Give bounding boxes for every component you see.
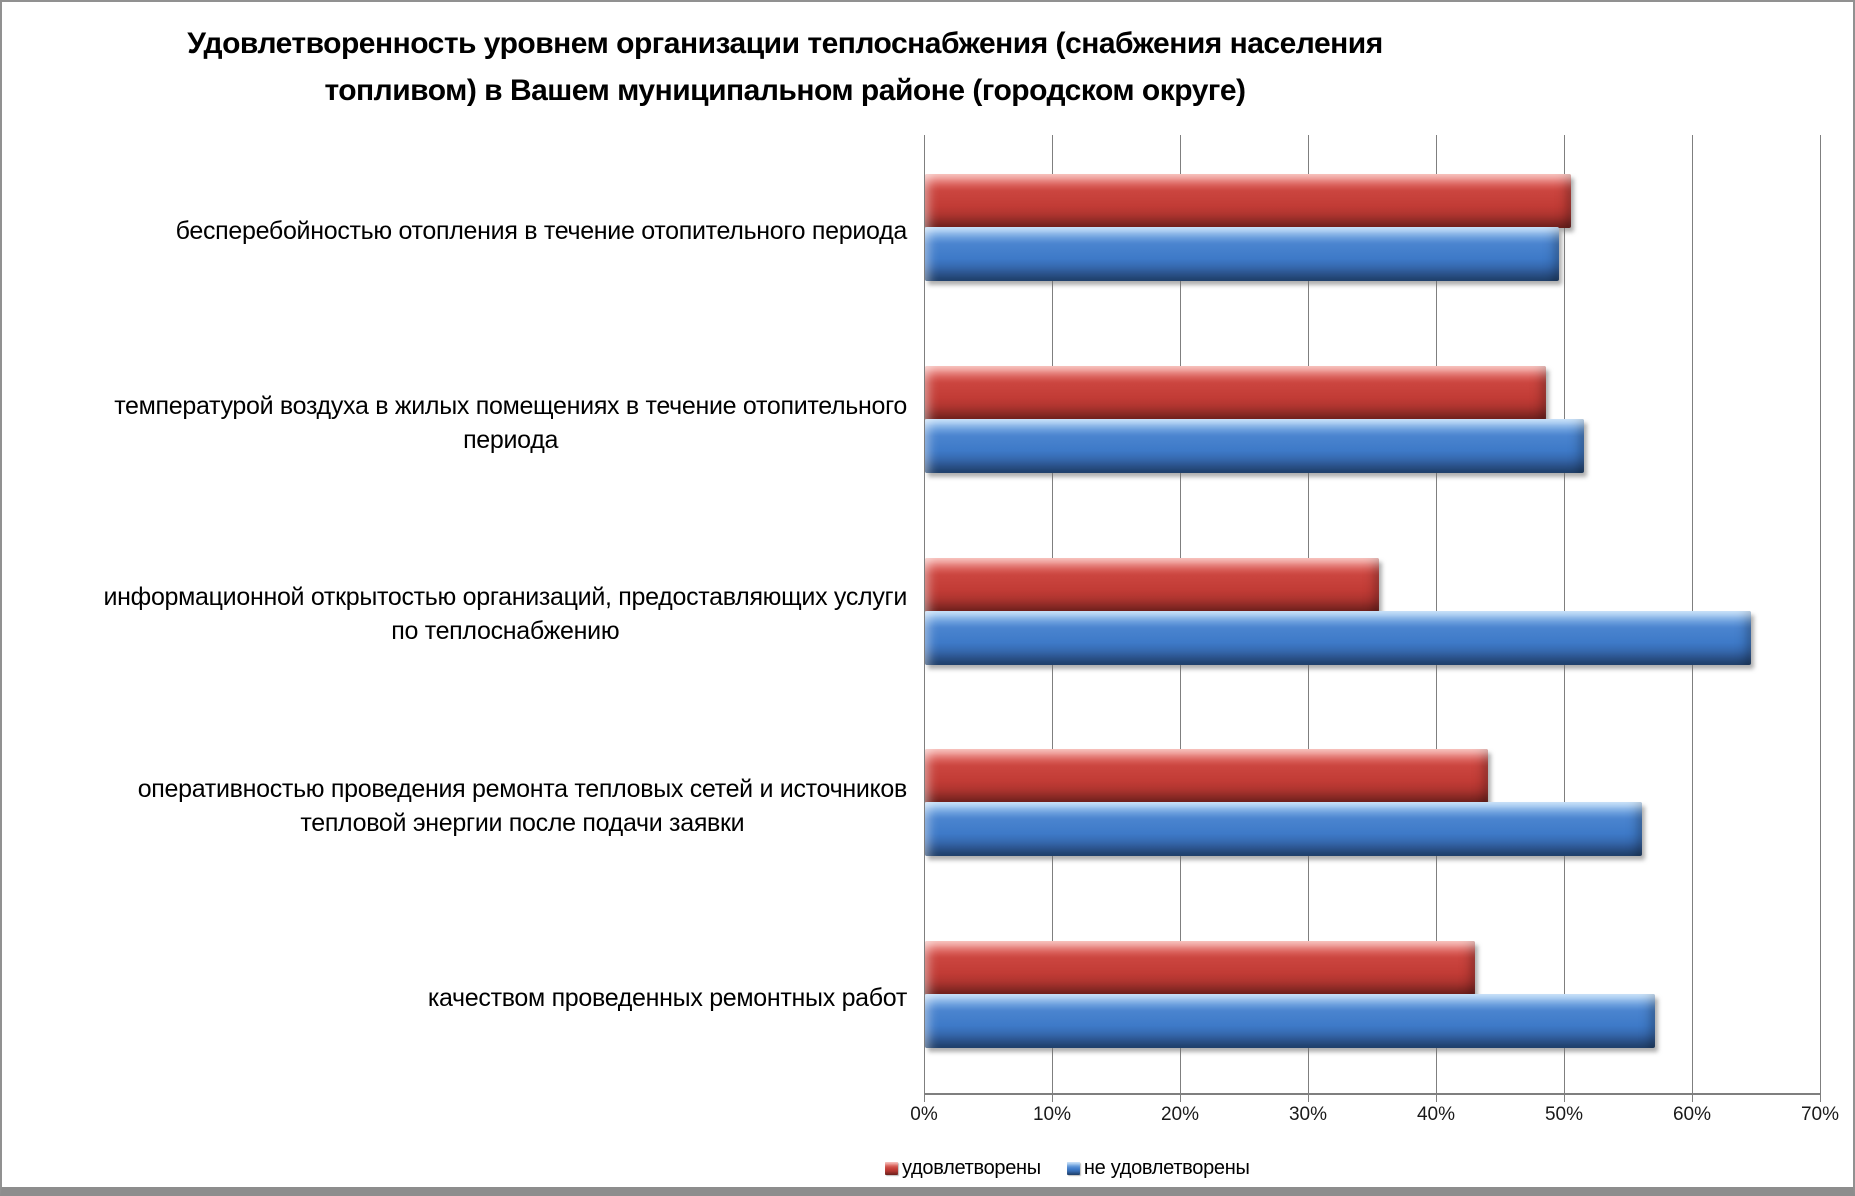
gridline-0%: [924, 135, 925, 1094]
category-row-1: температурой воздуха в жилых помещениях …: [12, 327, 907, 519]
tick-mark-70%: [1820, 1094, 1821, 1102]
legend-swatch-satisfied: [885, 1161, 898, 1175]
legend-label-satisfied: удовлетворены: [902, 1156, 1041, 1179]
x-axis-label-0%: 0%: [910, 1104, 938, 1125]
bar-satisfied-3: [925, 749, 1489, 804]
gridline-70%: [1820, 135, 1821, 1094]
bar-unsatisfied-0: [925, 227, 1559, 281]
category-label-3-line-1: тепловой энергии после подачи заявки: [300, 809, 745, 838]
legend-item-unsatisfied: не удовлетворены: [1066, 1156, 1250, 1180]
bar-unsatisfied-4: [925, 994, 1655, 1049]
bar-satisfied-0: [925, 174, 1572, 228]
x-axis-label-10%: 10%: [1032, 1104, 1072, 1125]
tick-mark-50%: [1564, 1094, 1565, 1102]
x-axis-label-60%: 60%: [1672, 1104, 1712, 1125]
legend-swatch-unsatisfied: [1066, 1161, 1080, 1175]
x-axis-label-70%: 70%: [1800, 1104, 1840, 1125]
x-axis-label-30%: 30%: [1288, 1104, 1328, 1125]
tick-mark-20%: [1180, 1094, 1181, 1102]
category-row-0: бесперебойностью отопления в течение ото…: [12, 135, 908, 327]
x-axis-label-20%: 20%: [1160, 1104, 1200, 1125]
category-label-1-line-1: периода: [463, 425, 559, 454]
tick-mark-30%: [1308, 1094, 1309, 1102]
chart-title-line-1: Удовлетворенность уровнем организации те…: [187, 27, 1383, 60]
category-label-4-line-0: качеством проведенных ремонтных работ: [427, 984, 907, 1013]
category-row-4: качеством проведенных ремонтных работ: [12, 902, 907, 1094]
x-axis-line: [924, 1093, 1821, 1095]
legend-label-unsatisfied: не удовлетворены: [1083, 1156, 1250, 1179]
category-label-0: бесперебойностью отопления в течение ото…: [175, 214, 908, 248]
x-axis-label-40%: 40%: [1416, 1104, 1456, 1125]
category-label-4: качеством проведенных ремонтных работ: [428, 981, 907, 1015]
tick-mark-40%: [1436, 1094, 1437, 1102]
tick-mark-60%: [1692, 1094, 1693, 1102]
bar-unsatisfied-1: [925, 418, 1585, 473]
category-label-0-line-0: бесперебойностью отопления в течение ото…: [175, 216, 908, 245]
bar-satisfied-2: [925, 557, 1380, 612]
tick-mark-10%: [1052, 1094, 1053, 1102]
legend: удовлетворены не удовлетворены: [885, 1154, 1250, 1182]
bar-satisfied-1: [925, 365, 1546, 420]
category-label-2-line-1: по теплоснабжению: [391, 617, 620, 646]
x-axis-label-50%: 50%: [1544, 1104, 1584, 1125]
chart-title-line-2: топливом) в Вашем муниципальном районе (…: [324, 74, 1246, 107]
category-label-2: информационной открытостью организаций, …: [103, 580, 908, 648]
category-label-3: оперативностью проведения ремонта теплов…: [137, 772, 908, 840]
tick-mark-0%: [924, 1094, 925, 1102]
legend-item-satisfied: удовлетворены: [885, 1157, 1041, 1180]
category-row-2: информационной открытостью организаций, …: [12, 519, 908, 711]
category-label-1: температурой воздуха в жилых помещениях …: [114, 389, 907, 457]
bar-unsatisfied-3: [925, 802, 1642, 857]
bar-satisfied-4: [925, 941, 1476, 996]
category-row-3: оперативностью проведения ремонта теплов…: [12, 710, 908, 902]
category-label-3-line-0: оперативностью проведения ремонта теплов…: [137, 775, 908, 804]
category-label-2-line-0: информационной открытостью организаций, …: [103, 583, 908, 612]
bar-unsatisfied-2: [925, 610, 1751, 665]
category-label-1-line-0: температурой воздуха в жилых помещениях …: [114, 391, 907, 420]
chart-title: Удовлетворенность уровнем организации те…: [2, 20, 1568, 114]
